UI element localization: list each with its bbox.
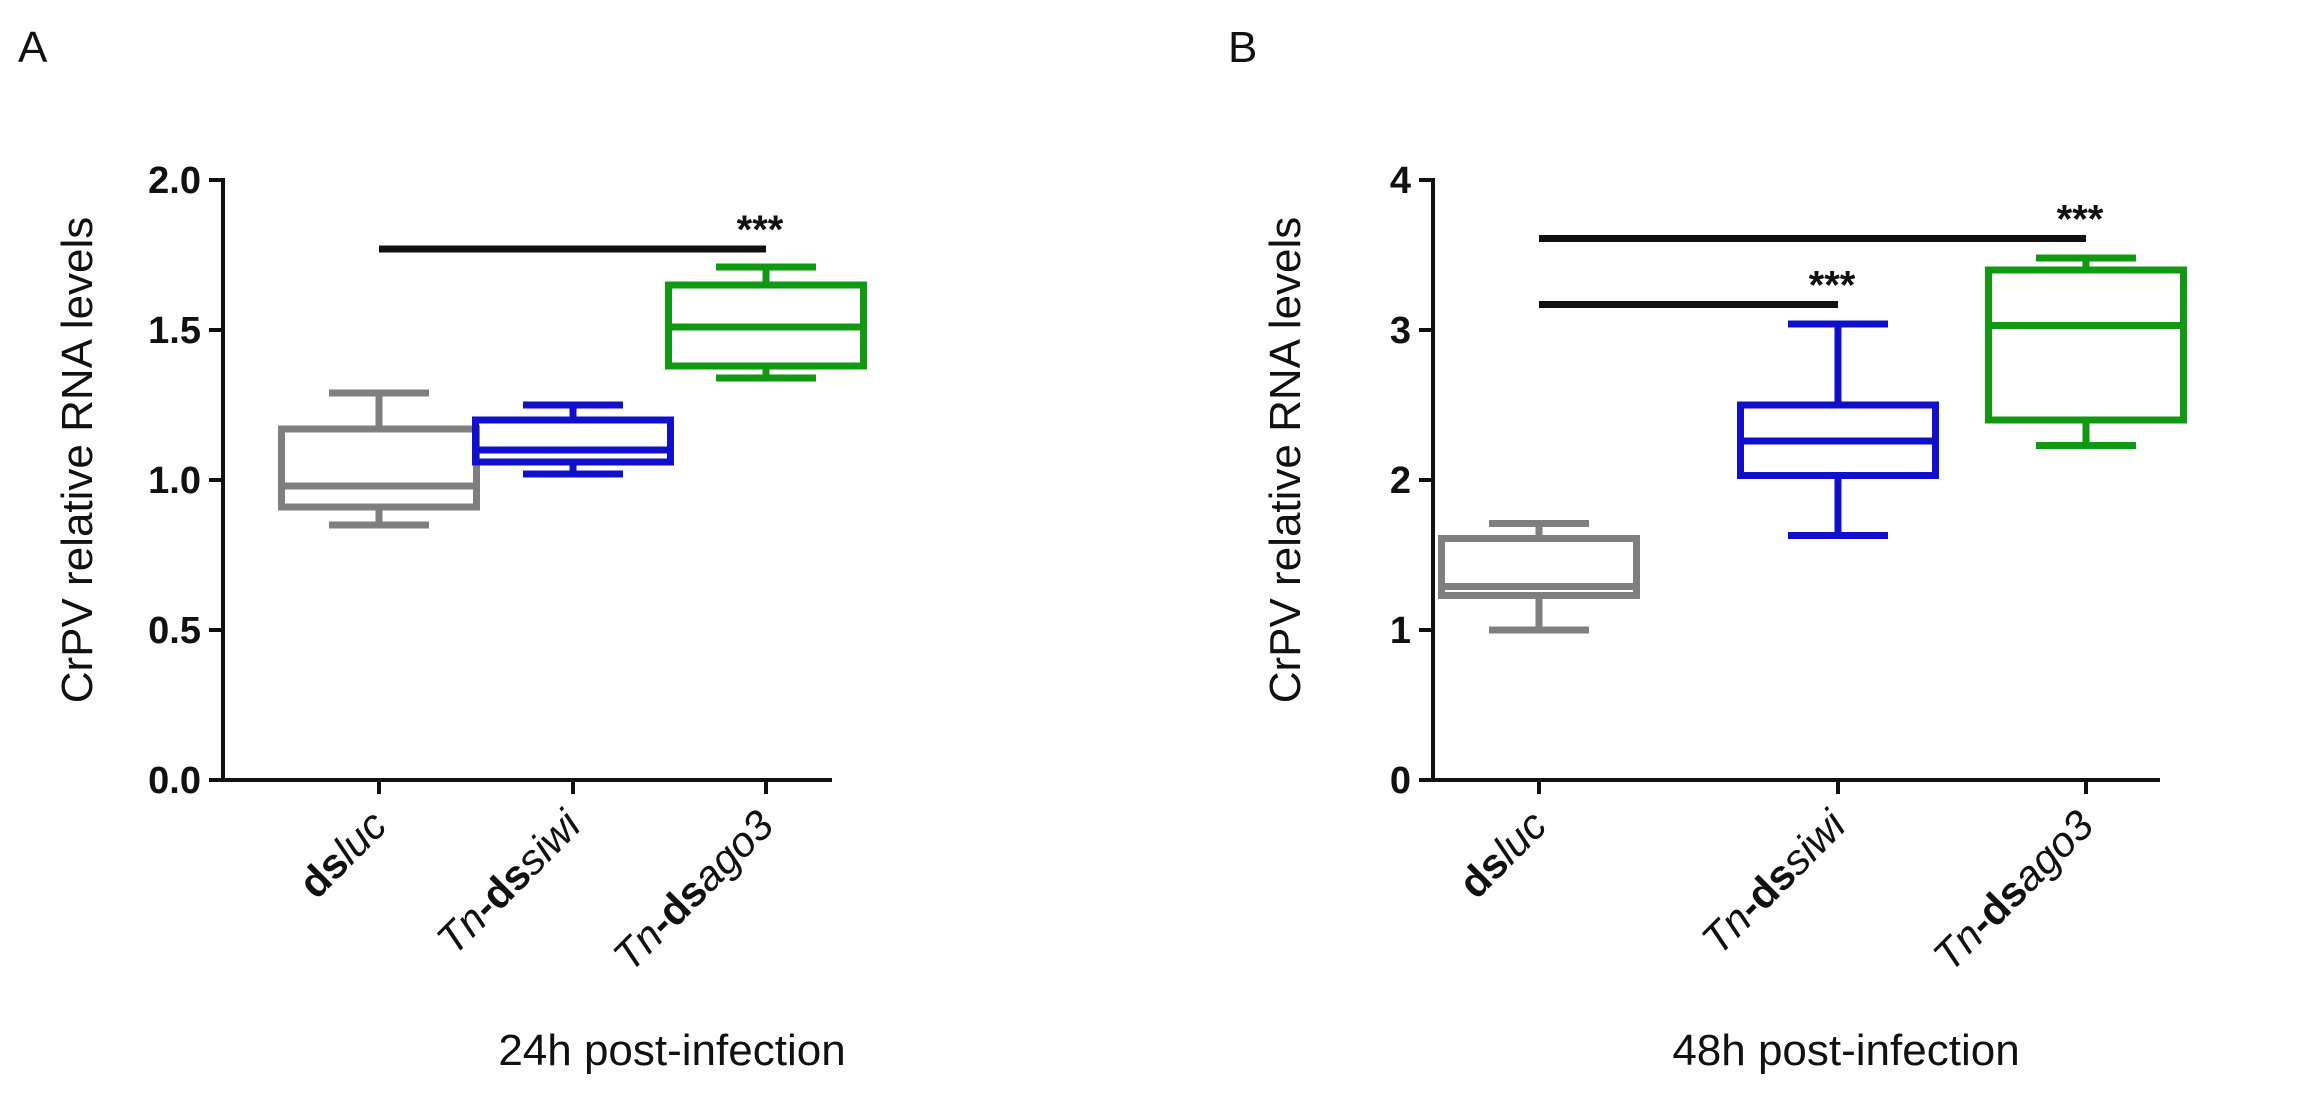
- y-tick-label: 2: [1390, 460, 1411, 502]
- y-axis-label: CrPV relative RNA levels: [1261, 217, 1310, 704]
- x-tick-label: dsluc: [289, 801, 395, 907]
- box-plot: [472, 401, 674, 478]
- panel-b: B CrPV relative RNA levels 48h post-infe…: [1228, 23, 2187, 1075]
- y-tick-label: 1.5: [148, 310, 201, 352]
- box-plot: [1737, 320, 1939, 539]
- significance-label: ***: [1809, 264, 1856, 308]
- x-tick-label: dsluc: [1449, 801, 1555, 907]
- box-plot: [1438, 520, 1640, 634]
- significance-label: ***: [737, 208, 784, 252]
- x-tick-label: Tn-dssiwi: [1692, 800, 1855, 963]
- plot-area: 0 1 2 3 4 dsluc Tn-dssiwi Tn-dsago3 *** ***: [1390, 160, 2187, 980]
- box-plot: [278, 389, 480, 529]
- x-tick-label: Tn-dssiwi: [427, 800, 590, 963]
- y-tick-label: 1: [1390, 610, 1411, 652]
- y-axis-label: CrPV relative RNA levels: [53, 217, 102, 704]
- y-tick-label: 0.5: [148, 610, 201, 652]
- box-iqr: [1985, 266, 2187, 424]
- y-tick-label: 1.0: [148, 460, 201, 502]
- x-axis-title: 24h post-infection: [498, 1026, 845, 1075]
- panel-label: A: [18, 23, 48, 72]
- y-tick-label: 0: [1390, 760, 1411, 802]
- significance-label: ***: [2057, 198, 2104, 242]
- box-iqr: [278, 425, 480, 511]
- x-axis-title: 48h post-infection: [1672, 1026, 2019, 1075]
- box-iqr: [1438, 535, 1640, 599]
- box-plot: [1985, 254, 2187, 449]
- y-tick-label: 2.0: [148, 160, 201, 202]
- y-tick-label: 3: [1390, 310, 1411, 352]
- box-iqr: [472, 416, 674, 466]
- y-tick-label: 0.0: [148, 760, 201, 802]
- panel-a: A CrPV relative RNA levels 24h post-infe…: [18, 23, 867, 1075]
- box-plot: [665, 263, 867, 382]
- panel-label: B: [1228, 23, 1257, 72]
- x-tick-label: Tn-dsago3: [1924, 801, 2103, 980]
- y-tick-label: 4: [1390, 160, 1411, 202]
- x-tick-label: Tn-dsago3: [604, 801, 783, 980]
